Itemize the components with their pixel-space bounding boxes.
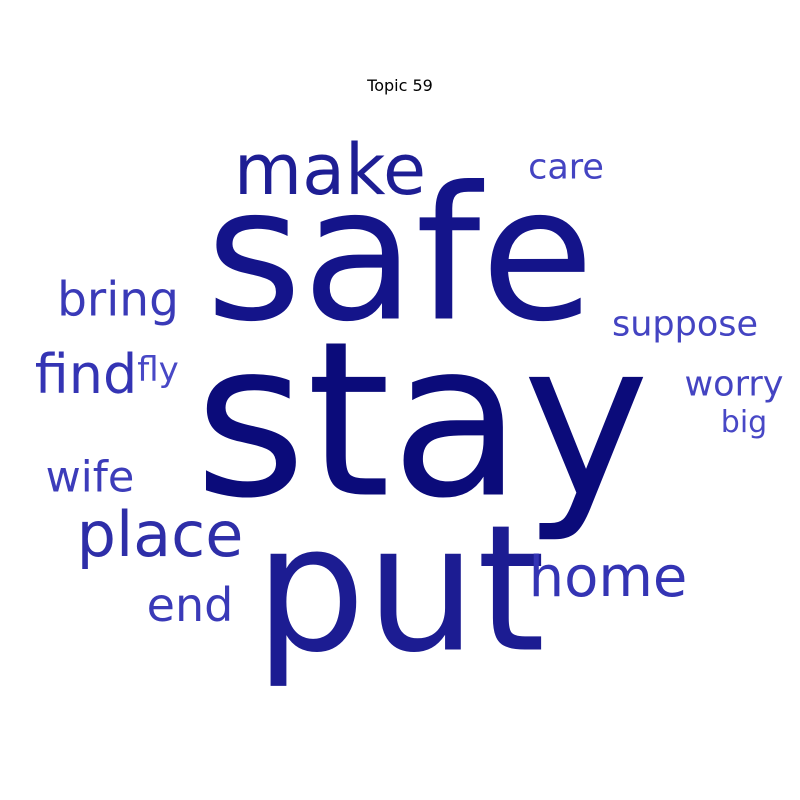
word-bring: bring (57, 272, 179, 328)
word-find: find (34, 343, 138, 406)
word-stay: stay (194, 294, 650, 546)
word-worry: worry (684, 364, 784, 405)
word-place: place (76, 498, 244, 571)
word-safe: safe (205, 146, 595, 363)
word-make: make (233, 129, 427, 211)
word-suppose: suppose (611, 304, 759, 345)
chart-title: Topic 59 (367, 76, 433, 95)
word-fly: fly (137, 350, 179, 390)
word-big: big (720, 405, 768, 440)
word-home: home (528, 545, 688, 610)
word-put: put (254, 488, 546, 692)
word-wife: wife (45, 452, 135, 503)
word-care: care (528, 147, 604, 188)
word-end: end (146, 578, 234, 632)
